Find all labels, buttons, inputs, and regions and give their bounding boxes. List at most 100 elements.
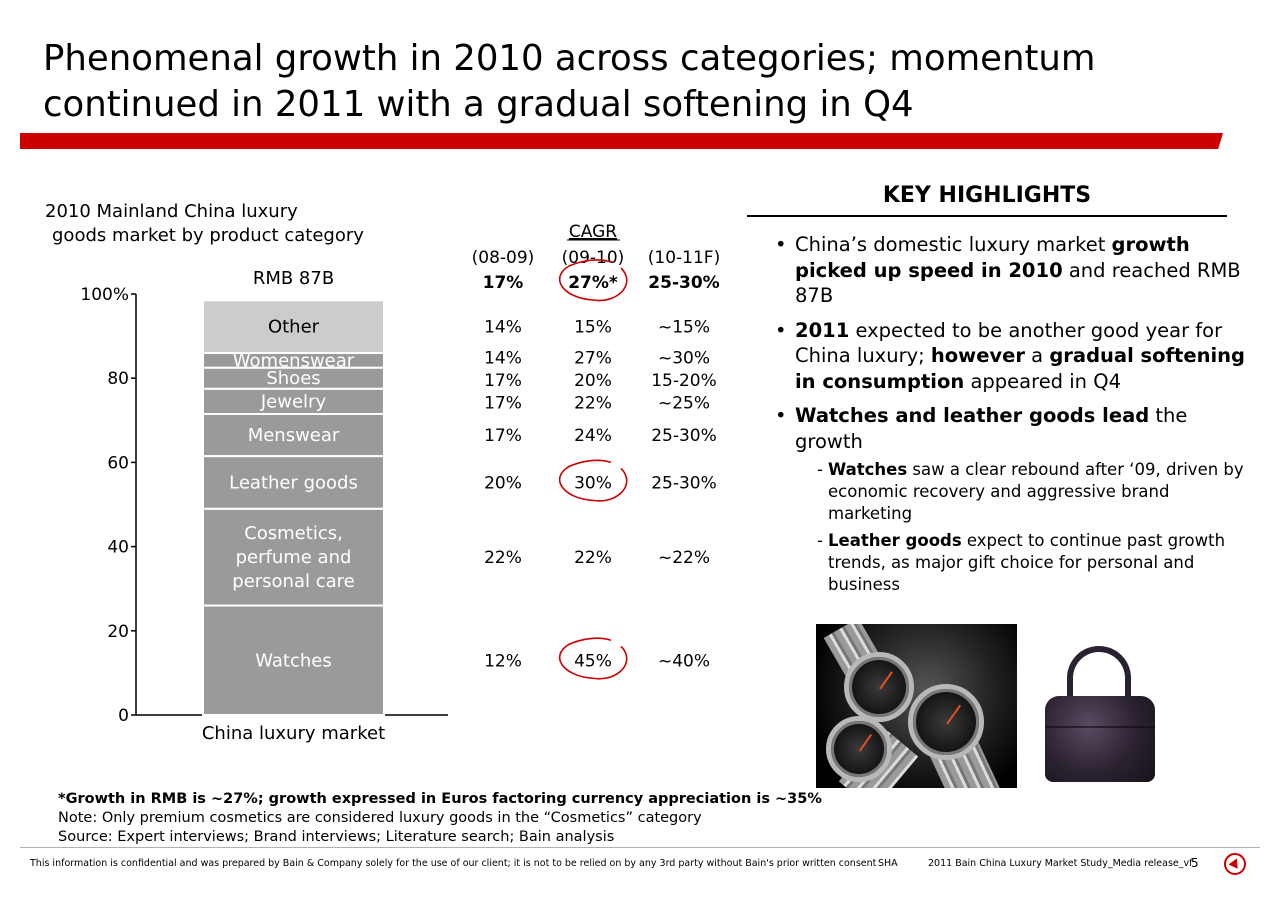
footer-code: SHA	[878, 858, 898, 869]
page-number: 5	[1191, 856, 1199, 870]
cagr-cell: 30%	[574, 473, 612, 493]
bar-segment-label: Other	[268, 317, 320, 338]
bar-segment-label: Cosmetics,	[244, 523, 343, 544]
slide-title-line2: continued in 2011 with a gradual softeni…	[43, 84, 914, 125]
cagr-cell: 20%	[484, 473, 522, 493]
highlight-sub-watches: Watches saw a clear rebound after ‘09, d…	[815, 459, 1245, 525]
highlight-circle	[558, 459, 628, 502]
highlight-circle	[558, 637, 628, 680]
sub-watches-bold: Watches	[828, 460, 908, 479]
cagr-cell: 14%	[484, 318, 522, 338]
stacked-bar-chart: 0 20 40 60 80 100% China luxury market RMB 87B W…	[80, 222, 720, 744]
cagr-cell: 27%	[574, 348, 612, 368]
highlight-bullet-1: China’s domestic luxury market growth pi…	[775, 232, 1245, 309]
highlight-bullet-3: Watches and leather goods lead the growt…	[775, 403, 1245, 596]
highlight-1-text: China’s domestic luxury market	[795, 233, 1112, 256]
bag-body	[1045, 696, 1155, 782]
bar-segment-label: Womenswear	[233, 350, 355, 371]
slide-title: Phenomenal growth in 2010 across categor…	[43, 36, 1223, 128]
footnote-note: Note: Only premium cosmetics are conside…	[58, 810, 702, 826]
y-tick-label: 40	[107, 538, 129, 558]
bar-segment	[202, 387, 385, 415]
cagr-cell: 15-20%	[651, 371, 717, 391]
cagr-cell: ~25%	[658, 393, 710, 413]
highlight-2-text-mid: a	[1024, 344, 1050, 367]
slide-title-line1: Phenomenal growth in 2010 across categor…	[43, 38, 1096, 79]
cagr-total-value: 17%	[483, 273, 524, 293]
key-highlights-rule	[747, 215, 1227, 217]
bar-segment-label: Watches	[255, 650, 332, 671]
highlight-2-text: expected to be another good year for Chi…	[795, 318, 1223, 368]
cagr-cell: 20%	[574, 371, 612, 391]
cagr-header: CAGR	[569, 222, 617, 242]
chart-title-line2: goods market by product category	[52, 225, 364, 246]
cagr-cell: ~30%	[658, 348, 710, 368]
cagr-cell: 22%	[484, 548, 522, 568]
watch-dial	[826, 716, 892, 782]
total-label: RMB 87B	[253, 268, 334, 289]
key-highlights-title: KEY HIGHLIGHTS	[882, 183, 1092, 208]
bar-segment-label: personal care	[232, 571, 354, 592]
title-accent-bar	[20, 133, 1223, 149]
x-category-label: China luxury market	[202, 723, 385, 744]
cagr-cell: 45%	[574, 651, 612, 671]
cagr-cell: 17%	[484, 393, 522, 413]
bar-segment	[202, 299, 385, 354]
bar-segment	[202, 412, 385, 458]
footer-document: 2011 Bain China Luxury Market Study_Medi…	[928, 858, 1193, 869]
y-tick-label: 100%	[80, 285, 129, 305]
highlight-3-text: the growth	[795, 404, 1188, 453]
handbag-photo	[1017, 624, 1180, 788]
bar-segment	[202, 455, 385, 510]
highlight-3-bold: Watches and leather goods lead	[795, 404, 1150, 427]
bag-flap	[1045, 706, 1155, 728]
bar-segment	[202, 507, 385, 607]
highlight-bullet-2: 2011 expected to be another good year fo…	[775, 318, 1245, 395]
highlight-circle	[558, 259, 628, 302]
cagr-cell: ~22%	[658, 548, 710, 568]
highlight-2-bold-however: however	[930, 344, 1025, 367]
sub-leather-bold: Leather goods	[828, 531, 962, 550]
watch-dial	[844, 652, 914, 722]
cagr-cell: ~40%	[658, 651, 710, 671]
highlight-sub-leather: Leather goods expect to continue past gr…	[815, 530, 1245, 596]
cagr-cell: 24%	[574, 426, 612, 446]
footer-rule	[20, 847, 1260, 848]
cagr-cell: 14%	[484, 348, 522, 368]
cagr-total-value: 27%*	[568, 273, 618, 293]
watches-photo	[816, 624, 1017, 788]
bain-logo-icon	[1224, 853, 1246, 875]
cagr-cell: 15%	[574, 318, 612, 338]
highlight-2-bold-softening: gradual softening in consumption	[795, 344, 1245, 393]
y-tick-label: 60	[107, 453, 129, 473]
chart-title-line1: 2010 Mainland China luxury	[45, 201, 298, 222]
sub-leather-text: expect to continue past growth trends, a…	[828, 531, 1226, 594]
cagr-cell: 22%	[574, 548, 612, 568]
highlight-1-text-end: and reached RMB 87B	[795, 258, 1241, 308]
bag-handle	[1067, 646, 1131, 720]
key-highlights-list: China’s domestic luxury market growth pi…	[775, 232, 1245, 605]
y-tick-label: 80	[107, 369, 129, 389]
y-tick-label: 0	[118, 706, 129, 726]
watch-dial	[908, 684, 984, 760]
y-tick-label: 20	[107, 622, 129, 642]
sub-watches-text: saw a clear rebound after ‘09, driven by…	[828, 460, 1244, 523]
highlight-1-bold: growth picked up speed in 2010	[795, 233, 1190, 282]
chart-title: 2010 Mainland China luxury goods market …	[45, 200, 364, 248]
bar-segment-label: perfume and	[236, 547, 352, 568]
footer-confidential: This information is confidential and was…	[30, 858, 877, 869]
cagr-period-label: (10-11F)	[648, 248, 720, 268]
highlight-2-text-end: appeared in Q4	[964, 369, 1121, 393]
footnotes: *Growth in RMB is ~27%; growth expressed…	[58, 790, 822, 847]
bar-segment-label: Menswear	[248, 425, 340, 446]
cagr-cell: 12%	[484, 651, 522, 671]
bar-segment-label: Leather goods	[229, 472, 358, 493]
cagr-cell: ~15%	[658, 318, 710, 338]
cagr-cell: 17%	[484, 371, 522, 391]
cagr-cell: 25-30%	[651, 473, 717, 493]
cagr-cell: 22%	[574, 393, 612, 413]
bar-segment-label: Shoes	[266, 368, 320, 389]
bar-segment-label: Jewelry	[260, 391, 327, 412]
highlight-2-bold-year: 2011	[795, 318, 850, 342]
cagr-total-value: 25-30%	[648, 273, 719, 293]
